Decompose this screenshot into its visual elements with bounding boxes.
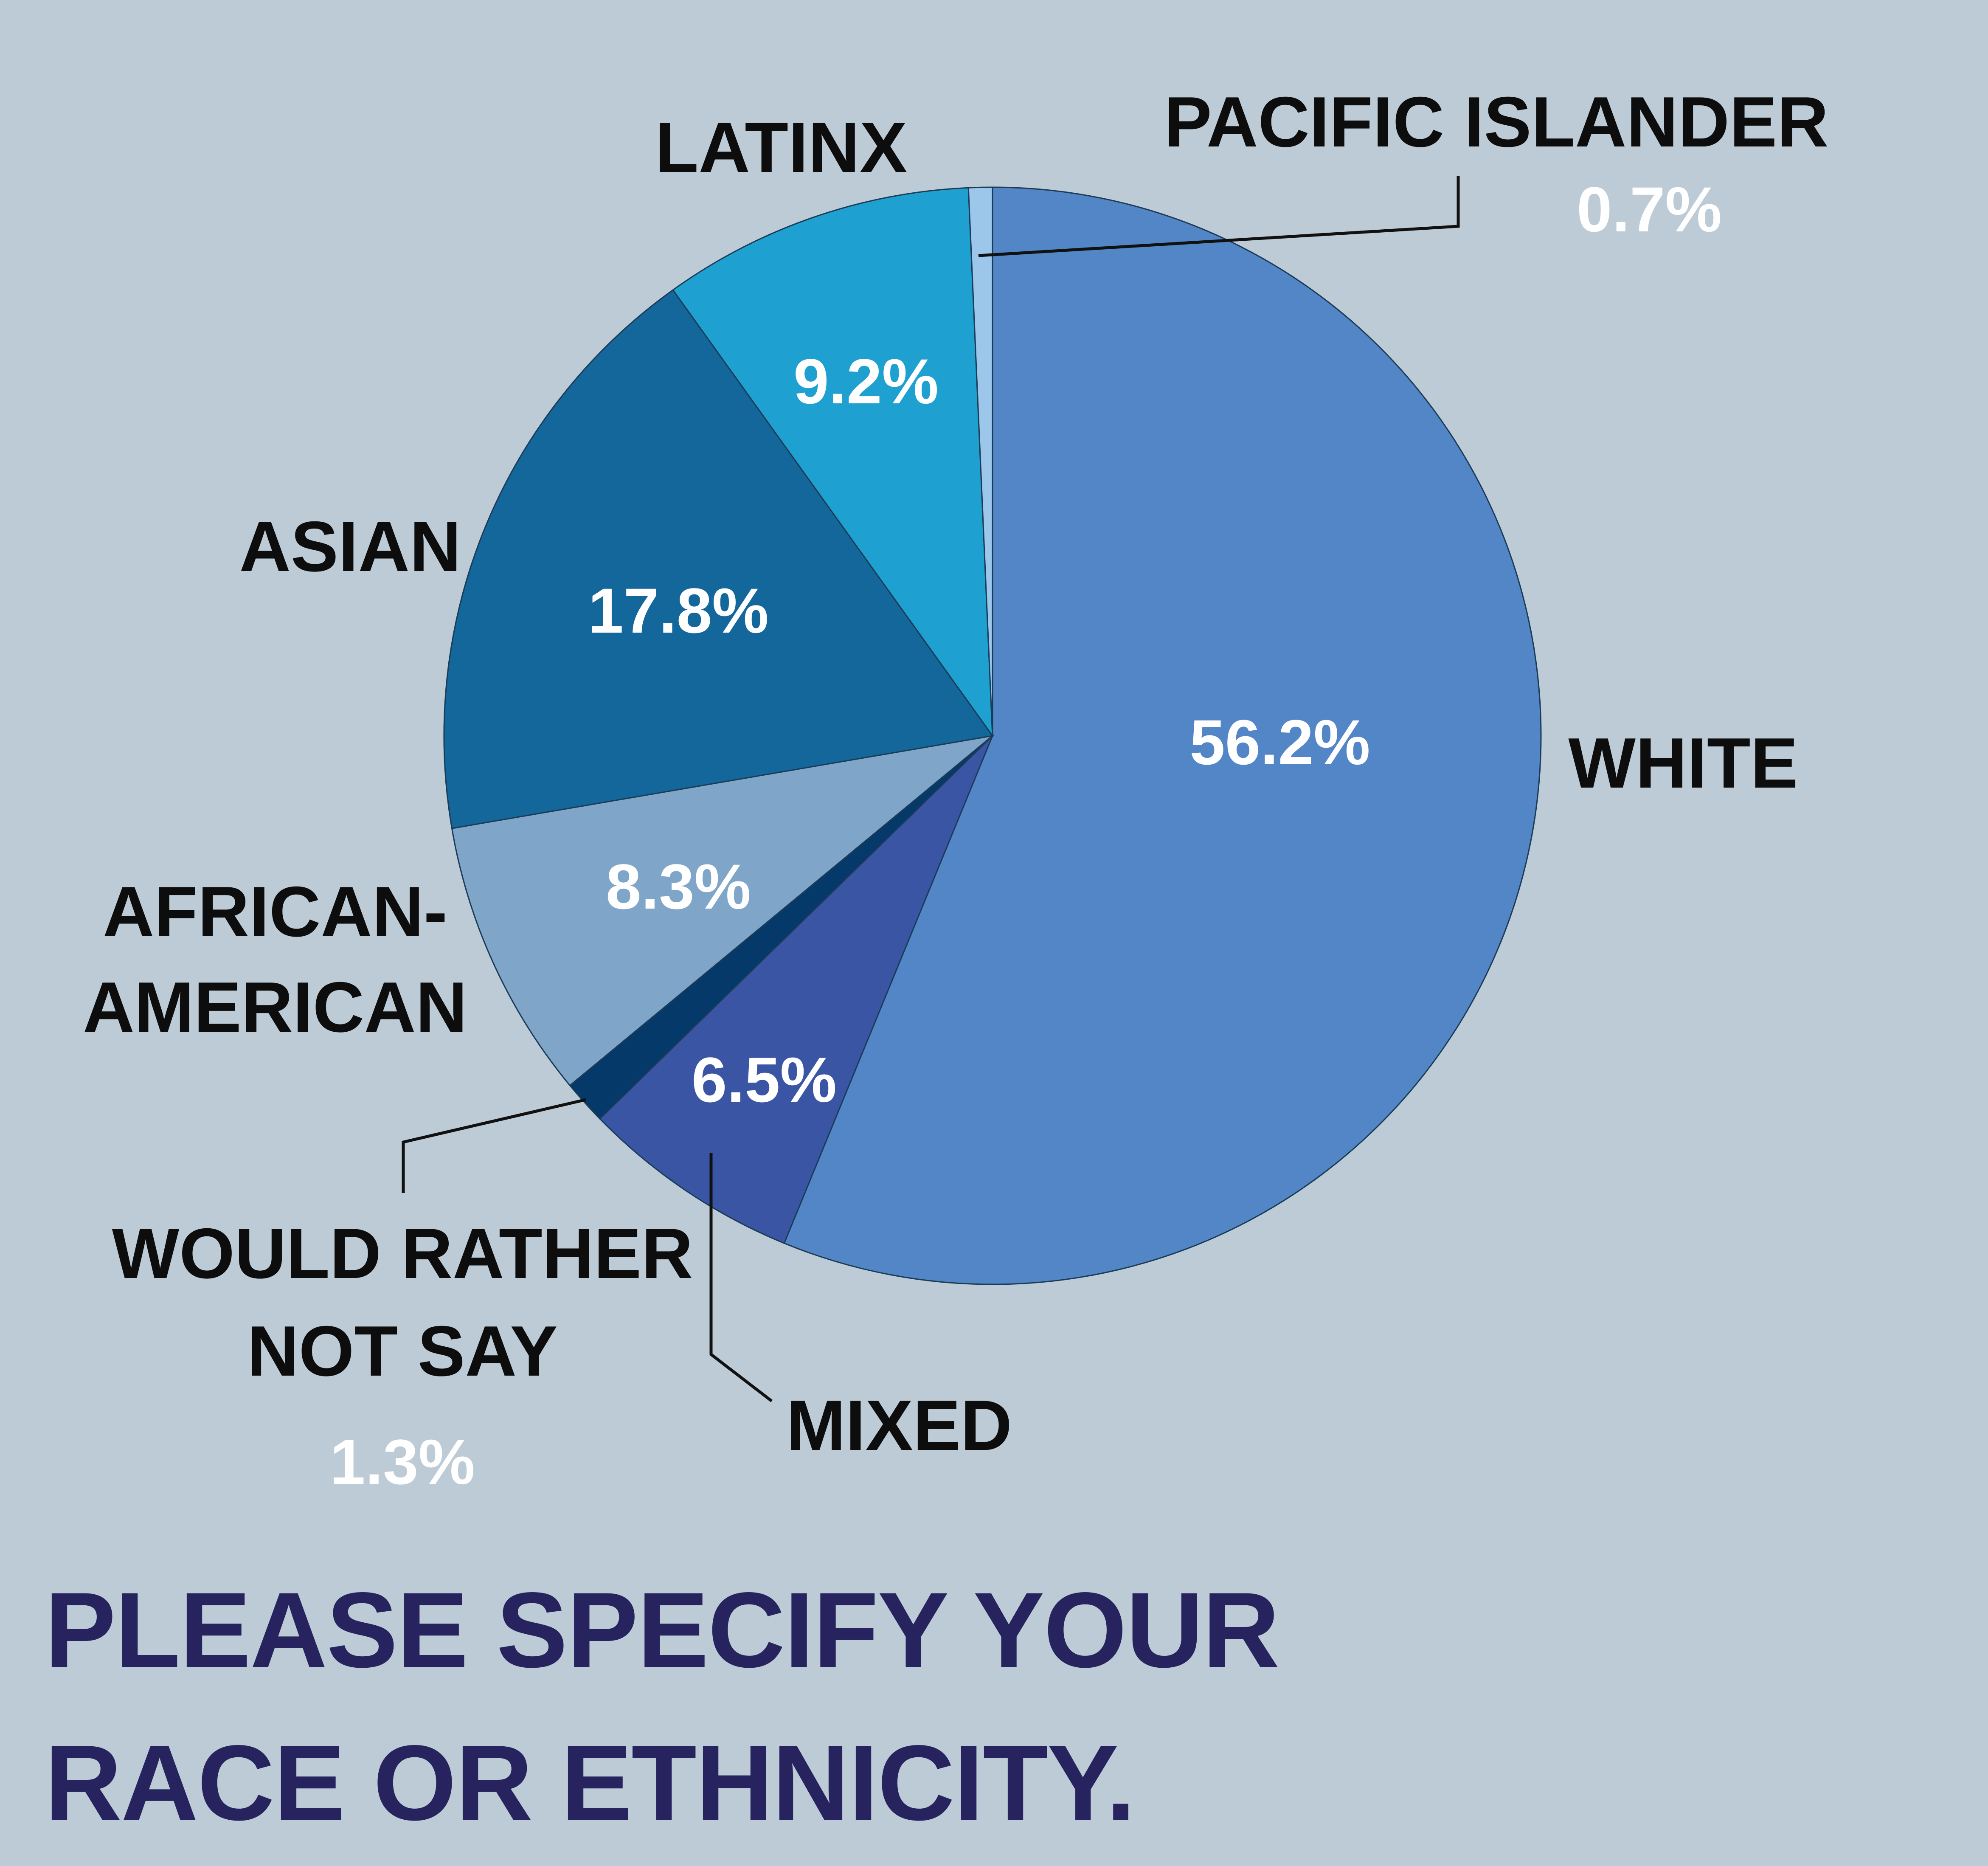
slice-value-label: 8.3% — [606, 851, 751, 922]
slice-category-label-line: MIXED — [786, 1385, 1012, 1465]
pie-slice-latinx — [672, 187, 993, 738]
pie-slice-white — [783, 186, 1542, 1285]
slice-value-label: 6.5% — [692, 1044, 837, 1115]
chart-title-line-2: RACE OR ETHNICITY. — [45, 1723, 1136, 1843]
slice-value-label: 1.3% — [330, 1426, 475, 1497]
slice-category-label-line: WOULD RATHER — [112, 1213, 693, 1293]
leader-lines — [402, 176, 1460, 1402]
slice-value-label: 9.2% — [793, 346, 939, 417]
slice-category-label: WHITE — [1568, 723, 1798, 803]
slice-category-label: LATINX — [655, 107, 907, 187]
slice-category-label: ASIAN — [239, 507, 461, 586]
slice-category-label-line: LATINX — [655, 107, 907, 187]
pie-slice-asian — [443, 289, 994, 829]
slice-category-label: PACIFIC ISLANDER — [1164, 82, 1829, 162]
slice-category-label: WOULD RATHER NOT SAY — [112, 1213, 693, 1391]
chart-title: PLEASE SPECIFY YOUR RACE OR ETHNICITY. — [45, 1554, 1488, 1860]
pie-slices — [443, 186, 1542, 1285]
pie-slice-mixed — [599, 735, 993, 1244]
pie-slice-african-american — [451, 735, 995, 1086]
slice-category-label-line: AFRICAN- — [103, 872, 447, 951]
slice-category-label-line: AMERICAN — [83, 967, 467, 1047]
slice-value-label: 17.8% — [588, 575, 768, 646]
chart-title-line-1: PLEASE SPECIFY YOUR — [45, 1570, 1279, 1690]
leader-line — [402, 1098, 586, 1193]
slice-category-label: AFRICAN- AMERICAN — [83, 872, 467, 1047]
slice-category-label-line: PACIFIC ISLANDER — [1164, 82, 1829, 162]
leader-line — [709, 1153, 773, 1402]
slice-category-label-line: ASIAN — [239, 507, 461, 586]
slice-value-label: 56.2% — [1189, 706, 1370, 778]
pie-labels: 56.2% WHITE 6.5% MIXED 1.3% WOULD RATHER NOT S… — [83, 82, 1828, 1497]
leader-line — [978, 176, 1460, 257]
slice-category-label-line: WHITE — [1568, 723, 1798, 803]
pie-slice-pacific-islander — [967, 186, 993, 736]
slice-category-label: MIXED — [786, 1385, 1012, 1465]
slice-category-label-line: NOT SAY — [247, 1311, 557, 1391]
slice-value-label: 0.7% — [1577, 174, 1722, 245]
